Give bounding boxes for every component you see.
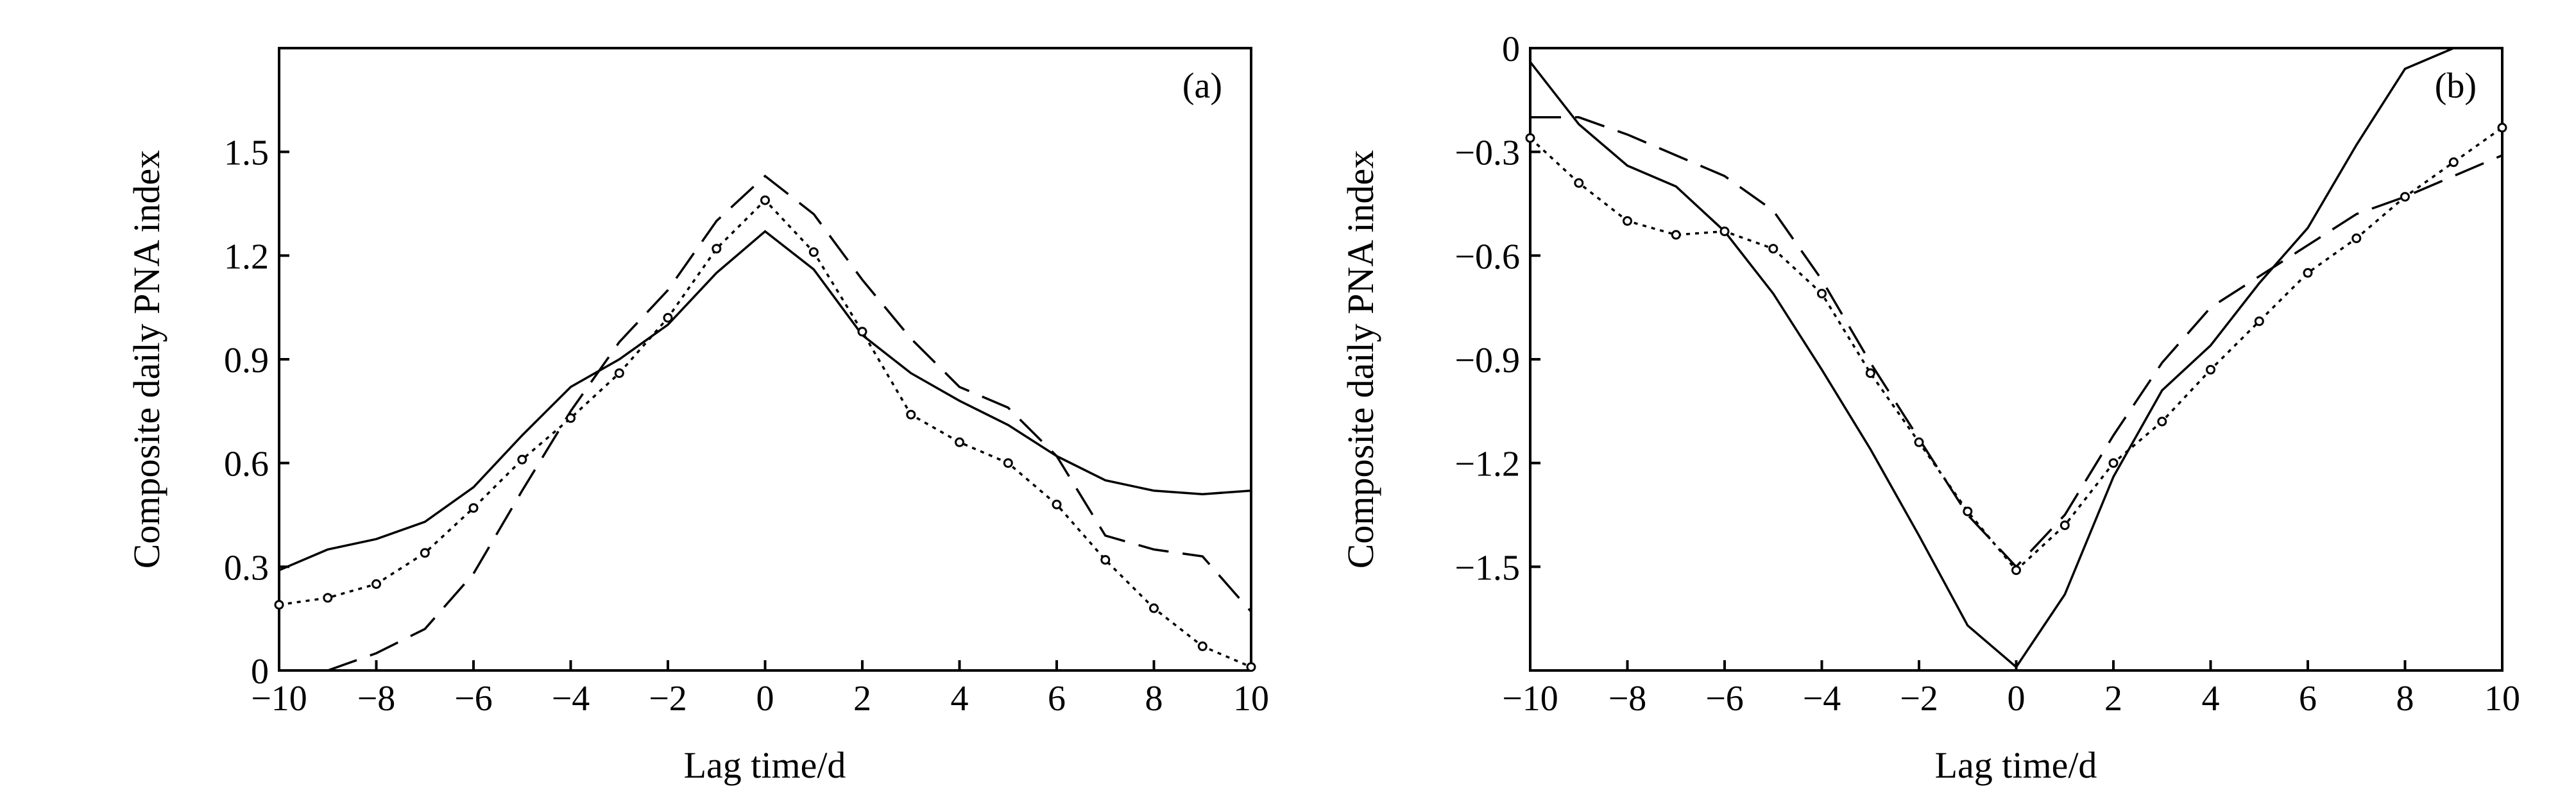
solid-series-line-a bbox=[278, 230, 1252, 572]
y-axis-label-b: Composite daily PNA index bbox=[1340, 150, 1381, 569]
y-axis-a: 0 0.3 0.6 0.9 1.2 1.5 bbox=[224, 133, 289, 692]
chart-panel-b: −10 −8 −6 −4 −2 0 2 4 6 8 10 0 −0.3 −0.6 −0.9 −1.2 −1.5… bbox=[1340, 30, 2520, 786]
data-point-b bbox=[2108, 458, 2119, 468]
data-point-b bbox=[2206, 364, 2215, 375]
x-axis-b: −10 −8 −6 −4 −2 0 2 4 6 8 10 bbox=[1502, 660, 2520, 719]
data-point-b bbox=[1623, 216, 1632, 226]
x-tick-label-b: 6 bbox=[2299, 679, 2317, 719]
x-tick-label-b: 10 bbox=[2484, 679, 2520, 719]
x-tick-label-b: 8 bbox=[2396, 679, 2414, 719]
data-point-a bbox=[906, 409, 916, 420]
y-tick-label-a: 0.6 bbox=[224, 445, 269, 484]
x-tick-label-b: −6 bbox=[1705, 679, 1744, 719]
data-point-b bbox=[2400, 192, 2410, 202]
y-tick-label-a: 0 bbox=[251, 652, 269, 692]
data-point-b bbox=[1525, 133, 1535, 143]
x-tick-label-b: −8 bbox=[1608, 679, 1647, 719]
y-tick-label-b: −0.6 bbox=[1454, 237, 1520, 277]
data-point-a bbox=[517, 454, 527, 465]
data-point-b bbox=[2011, 565, 2021, 576]
dotted-series-line-b bbox=[1529, 126, 2503, 572]
data-point-a bbox=[614, 368, 624, 379]
series-layer-a bbox=[274, 175, 1256, 672]
data-point-a bbox=[1003, 458, 1013, 468]
x-tick-label-b: −10 bbox=[1502, 679, 1558, 719]
data-point-b bbox=[2448, 157, 2459, 167]
data-point-a bbox=[808, 247, 819, 257]
x-axis-a: −10 −8 −6 −4 −2 0 2 4 6 8 10 bbox=[251, 660, 1269, 719]
x-tick-label-a: −8 bbox=[357, 679, 396, 719]
x-axis-label-b: Lag time/d bbox=[1935, 744, 2097, 786]
data-point-a bbox=[712, 244, 722, 254]
dashed-series-line-a bbox=[327, 175, 1252, 672]
x-tick-label-b: 0 bbox=[2008, 679, 2026, 719]
x-tick-label-a: −4 bbox=[552, 679, 590, 719]
y-tick-label-a: 1.5 bbox=[224, 133, 269, 173]
data-point-a bbox=[955, 437, 964, 447]
data-point-b bbox=[1574, 178, 1584, 188]
data-point-a bbox=[371, 579, 381, 589]
data-point-a bbox=[663, 312, 673, 323]
data-point-a bbox=[323, 593, 333, 603]
data-point-a bbox=[857, 327, 867, 337]
data-point-a bbox=[760, 195, 770, 205]
x-tick-label-a: 4 bbox=[951, 679, 969, 719]
data-point-a bbox=[1246, 662, 1256, 672]
x-tick-label-a: 6 bbox=[1048, 679, 1066, 719]
data-point-b bbox=[2254, 316, 2264, 327]
x-tick-label-b: −4 bbox=[1803, 679, 1841, 719]
data-point-a bbox=[1052, 499, 1062, 509]
x-axis-label-a: Lag time/d bbox=[684, 744, 846, 786]
y-tick-label-b: 0 bbox=[1502, 30, 1520, 69]
data-point-a bbox=[1100, 555, 1111, 565]
panel-label-b: (b) bbox=[2435, 66, 2477, 106]
y-tick-label-a: 0.9 bbox=[224, 341, 269, 380]
y-tick-label-a: 0.3 bbox=[224, 548, 269, 588]
plot-frame-b bbox=[1529, 47, 2503, 672]
y-axis-b: 0 −0.3 −0.6 −0.9 −1.2 −1.5 bbox=[1454, 30, 1540, 588]
data-point-a bbox=[468, 503, 479, 513]
y-tick-label-b: −0.3 bbox=[1454, 133, 1520, 173]
y-tick-label-b: −1.5 bbox=[1454, 548, 1520, 588]
data-point-b bbox=[1865, 368, 1875, 379]
data-point-b bbox=[1719, 226, 1730, 237]
plot-frame-a bbox=[278, 47, 1252, 672]
data-point-a bbox=[420, 548, 430, 558]
data-point-b bbox=[2497, 123, 2507, 133]
x-tick-label-a: 8 bbox=[1145, 679, 1163, 719]
y-axis-label-a: Composite daily PNA index bbox=[126, 150, 167, 569]
chart-panel-a: −10 −8 −6 −4 −2 0 2 4 6 8 10 00.30.60.91.21.5 (a) … bbox=[126, 47, 1269, 786]
y-tick-label-b: −1.2 bbox=[1454, 445, 1520, 484]
data-point-b bbox=[1671, 230, 1681, 240]
dashed-series-line-b bbox=[1530, 116, 2503, 568]
x-tick-label-a: −6 bbox=[454, 679, 493, 719]
x-tick-label-b: −2 bbox=[1900, 679, 1938, 719]
y-tick-label-b: −0.9 bbox=[1454, 341, 1520, 380]
x-tick-label-a: 2 bbox=[853, 679, 871, 719]
data-point-a bbox=[274, 600, 284, 610]
y-tick-label-a: 1.2 bbox=[224, 237, 269, 277]
data-point-b bbox=[1914, 437, 1924, 447]
data-point-a bbox=[1197, 641, 1207, 651]
data-point-b bbox=[2351, 233, 2362, 243]
data-point-a bbox=[566, 413, 576, 423]
series-layer-b bbox=[1525, 47, 2507, 669]
data-point-b bbox=[1963, 506, 1973, 516]
data-point-b bbox=[2060, 520, 2070, 531]
panel-label-a: (a) bbox=[1182, 66, 1222, 106]
x-tick-label-b: 4 bbox=[2202, 679, 2220, 719]
data-point-b bbox=[1768, 244, 1778, 254]
x-tick-label-a: −10 bbox=[251, 679, 307, 719]
x-tick-label-a: −2 bbox=[649, 679, 687, 719]
data-point-b bbox=[1817, 289, 1827, 299]
x-tick-label-b: 2 bbox=[2104, 679, 2122, 719]
data-point-a bbox=[1149, 603, 1159, 613]
x-tick-label-a: 10 bbox=[1233, 679, 1269, 719]
x-tick-label-a: 0 bbox=[756, 679, 774, 719]
data-point-b bbox=[2303, 268, 2313, 278]
data-point-b bbox=[2157, 416, 2167, 427]
solid-series-line-b bbox=[1529, 47, 2454, 669]
dotted-series-line-a bbox=[278, 198, 1252, 669]
